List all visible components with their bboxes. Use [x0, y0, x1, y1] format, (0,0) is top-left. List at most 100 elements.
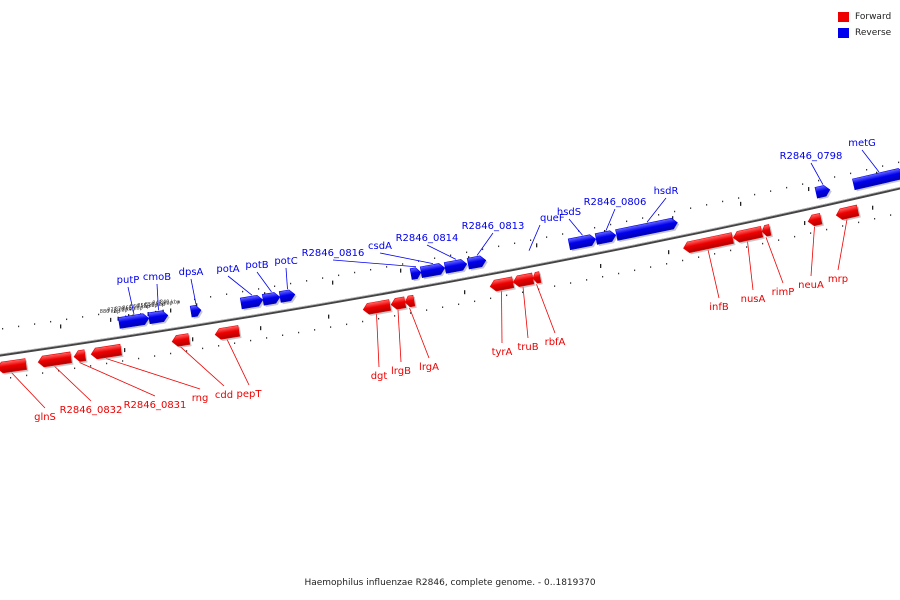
- gene-lrgb[interactable]: [390, 296, 408, 313]
- legend: Forward Reverse: [838, 9, 891, 41]
- gene-pept[interactable]: [214, 325, 242, 342]
- leader-line-r2846-0798: [810, 162, 824, 185]
- gene-potc[interactable]: [278, 289, 297, 305]
- leader-line-infb: [707, 249, 720, 299]
- gene-mrp[interactable]: [835, 204, 861, 223]
- gene-csda[interactable]: [419, 262, 447, 280]
- gene-label-r2846-0816[interactable]: R2846_0816: [302, 248, 365, 259]
- leader-line-potc: [285, 267, 288, 290]
- gene-r2846-0806[interactable]: [594, 229, 619, 247]
- leader-line-r2846-0831: [79, 362, 156, 397]
- gene-label-hsds[interactable]: hsdS: [557, 207, 581, 218]
- gene-metg[interactable]: [852, 167, 900, 192]
- gene-label-potb[interactable]: potB: [245, 260, 268, 271]
- legend-item-forward: Forward: [838, 9, 891, 24]
- gene-r2846-0813[interactable]: [466, 255, 489, 271]
- leader-line-trub: [522, 286, 529, 339]
- gene-label-rng[interactable]: rng: [192, 393, 209, 404]
- scale-tick-label: 860 kbp: [130, 304, 150, 310]
- gene-label-cmob[interactable]: cmoB: [143, 272, 171, 283]
- gene-label-quef[interactable]: queF: [540, 213, 565, 224]
- gene-pota[interactable]: [239, 294, 265, 311]
- gene-trub[interactable]: [512, 272, 536, 290]
- leaders-layer: [11, 149, 880, 409]
- gene-glns[interactable]: [0, 358, 29, 375]
- scale-tick-label: 880 kbp: [100, 309, 120, 315]
- legend-swatch-reverse: [838, 27, 849, 38]
- gene-label-r2846-0831[interactable]: R2846_0831: [124, 400, 187, 411]
- gene-infb[interactable]: [682, 232, 736, 255]
- leader-line-r2846-0806: [605, 208, 616, 231]
- gene-r2846-0816[interactable]: [409, 267, 424, 282]
- leader-line-r2846-0813: [476, 232, 494, 256]
- gene-label-r2846-0814[interactable]: R2846_0814: [396, 233, 459, 244]
- genome-caption: Haemophilus influenzae R2846, complete g…: [304, 578, 596, 588]
- gene-rbfa[interactable]: [532, 271, 543, 285]
- leader-line-rng: [105, 358, 201, 390]
- leader-line-r2846-0816: [332, 259, 417, 268]
- gene-r2846-0831[interactable]: [73, 349, 88, 365]
- gene-rimp[interactable]: [761, 224, 773, 239]
- gene-label-r2846-0806[interactable]: R2846_0806: [584, 197, 647, 208]
- leader-line-neua: [810, 226, 815, 277]
- gene-label-nusa[interactable]: nusA: [741, 294, 766, 305]
- gene-label-r2846-0798[interactable]: R2846_0798: [780, 151, 843, 162]
- gene-label-pept[interactable]: pepT: [237, 389, 263, 400]
- gene-cdd[interactable]: [171, 333, 192, 349]
- gene-label-mrp[interactable]: mrp: [828, 274, 848, 285]
- gene-label-hsdr[interactable]: hsdR: [654, 186, 679, 197]
- leader-line-nusa: [747, 241, 754, 291]
- gene-label-trub[interactable]: truB: [517, 342, 538, 353]
- gene-dpsa[interactable]: [189, 304, 203, 319]
- gene-r2846-0814[interactable]: [443, 258, 469, 276]
- gene-potb[interactable]: [261, 291, 282, 307]
- scale-tick-880-kbp: 880 kbp: [100, 309, 120, 322]
- gene-label-lrgb[interactable]: lrgB: [391, 366, 411, 377]
- scale-tick-label: 870 kbp: [115, 307, 135, 313]
- leader-line-cdd: [180, 346, 225, 387]
- gene-label-metg[interactable]: metG: [848, 138, 876, 149]
- gene-r2846-0798[interactable]: [814, 184, 833, 200]
- genes-layer: [0, 167, 900, 375]
- gene-cmob[interactable]: [147, 310, 170, 326]
- gene-label-potc[interactable]: potC: [274, 256, 297, 267]
- gene-tyra[interactable]: [489, 276, 516, 294]
- scale-tick-label: 855 kbp: [137, 303, 157, 309]
- gene-label-tyra[interactable]: tyrA: [492, 347, 513, 358]
- gene-label-glns[interactable]: glnS: [34, 412, 56, 423]
- gene-label-rbfa[interactable]: rbfA: [545, 337, 566, 348]
- gene-label-r2846-0832[interactable]: R2846_0832: [60, 405, 123, 416]
- legend-label-forward: Forward: [855, 11, 892, 22]
- gene-putp[interactable]: [117, 313, 151, 331]
- gene-dgt[interactable]: [362, 299, 393, 317]
- gene-label-rimp[interactable]: rimP: [772, 287, 795, 298]
- scale-tick-label: 850 kbp: [145, 302, 165, 308]
- gene-neua[interactable]: [807, 212, 824, 229]
- gene-label-infb[interactable]: infB: [709, 302, 729, 313]
- gene-hsdr[interactable]: [615, 217, 681, 243]
- leader-line-rbfa: [536, 284, 556, 334]
- leader-line-putp: [127, 286, 135, 315]
- leader-line-metg: [861, 149, 880, 173]
- leader-line-dpsa: [190, 278, 197, 305]
- gene-label-csda[interactable]: csdA: [368, 241, 392, 252]
- gene-hsds[interactable]: [567, 233, 598, 252]
- gene-label-pota[interactable]: potA: [216, 264, 239, 275]
- leader-line-lrgb: [397, 309, 402, 363]
- gene-label-cdd[interactable]: cdd: [215, 390, 233, 401]
- gene-label-putp[interactable]: putP: [117, 275, 140, 286]
- leader-line-quef: [528, 224, 541, 251]
- gene-r2846-0832[interactable]: [37, 351, 74, 370]
- gene-label-lrga[interactable]: lrgA: [419, 362, 439, 373]
- gene-label-neua[interactable]: neuA: [798, 280, 824, 291]
- gene-label-dpsa[interactable]: dpsA: [179, 267, 204, 278]
- leader-line-tyra: [501, 290, 503, 344]
- leader-line-hsdr: [646, 197, 667, 223]
- gene-label-dgt[interactable]: dgt: [371, 371, 388, 382]
- gene-label-r2846-0813[interactable]: R2846_0813: [462, 221, 525, 232]
- leader-line-pota: [227, 275, 253, 296]
- gene-nusa[interactable]: [732, 225, 765, 245]
- gene-lrga[interactable]: [404, 294, 417, 310]
- leader-line-mrp: [837, 219, 848, 271]
- gene-rng[interactable]: [90, 343, 124, 362]
